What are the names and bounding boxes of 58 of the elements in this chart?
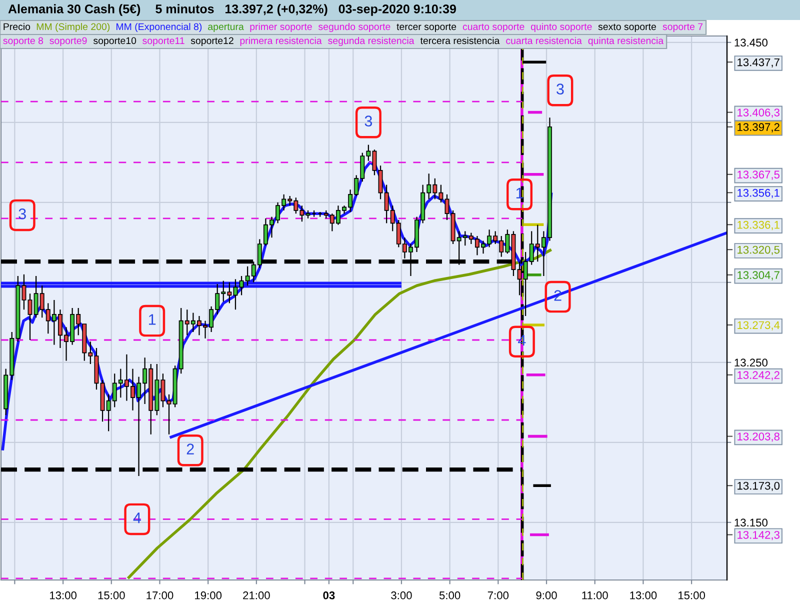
text: MM (Simple 200) <box>36 22 110 32</box>
text: Precio <box>4 22 30 30</box>
y2-tick-label: 13.304,7 <box>738 271 780 280</box>
legend-label: soporte9 <box>50 37 87 46</box>
legend-label: soporte11 <box>142 37 184 46</box>
y2-tick-label: 13.320,5 <box>738 246 780 256</box>
y2-tick-label: 13.336,1 <box>738 220 780 230</box>
legend-label: tercer soporte <box>396 24 456 32</box>
x-tick-label: 9:00 <box>536 591 557 600</box>
annotation: 3 <box>556 84 564 94</box>
x-tick-label: 5:00 <box>439 591 460 600</box>
y2-tick-label: 13.203,8 <box>738 432 780 442</box>
text: MM (Exponencial 8) <box>116 22 202 32</box>
legend-label: primer soporte <box>250 22 312 32</box>
x-tick-label: 03 <box>323 591 335 600</box>
annotation: 3 <box>18 208 26 220</box>
y2-tick-label: 13.406,3 <box>738 108 780 118</box>
x-tick-label: 13:00 <box>630 591 657 600</box>
y2-tick-label: 13.356,1 <box>738 188 780 198</box>
x-tick-label: 15:00 <box>98 591 125 600</box>
legend-label: cuarto soporte <box>462 24 524 32</box>
x-tick-label: 15:00 <box>678 591 706 600</box>
y2-tick-label: 13.173,0 <box>738 482 780 492</box>
annotation: 2 <box>554 290 562 301</box>
y2-tick-label: 13.142,3 <box>738 530 780 540</box>
annotation: 3 <box>364 116 372 126</box>
y2-tick-label: 13.367,5 <box>738 170 780 180</box>
y2-tick-label: 13.397,2 <box>738 123 780 132</box>
legend-label: soporte 8 <box>3 37 44 46</box>
legend-label: segundo soporte <box>318 22 390 32</box>
x-tick-label: 11:00 <box>582 591 608 600</box>
text: apertura <box>208 24 244 32</box>
annotation: 2 <box>186 444 194 454</box>
legend-label: soporte10 <box>93 37 136 46</box>
legend-label: quinta resistencia <box>588 36 664 46</box>
legend-label: sexto soporte <box>598 24 656 32</box>
x-tick-label: 21:00 <box>243 591 270 600</box>
legend-label: soporte 7 <box>662 23 703 32</box>
x-tick-label: 3:00 <box>391 591 412 600</box>
y-tick-label: 13.250 <box>734 358 768 367</box>
y-tick-label: 13.150 <box>734 518 768 527</box>
x-tick-label: 13:00 <box>50 591 77 600</box>
y2-tick-label: 13.273,4 <box>738 321 780 330</box>
x-tick-label: 17:00 <box>146 591 174 600</box>
legend-label: soporte12 <box>190 37 234 46</box>
annotation: 1 <box>149 314 156 325</box>
x-tick-label: 7:00 <box>488 591 509 600</box>
y2-tick-label: 13.437,7 <box>738 58 780 68</box>
y-tick-label: 13.450 <box>734 38 768 47</box>
chart-title: Alemania 30 Cash (5€) <box>8 4 140 16</box>
legend-label: quinto soporte <box>530 22 592 32</box>
legend-label: segunda resistencia <box>328 36 414 46</box>
chart-subtitle: 5 minutos 13.397,2 (+0,32%) 03-sep-2020 9:10:39 <box>156 4 456 16</box>
y2-tick-label: 13.242,2 <box>738 371 780 380</box>
legend-label: cuarta resistencia <box>506 36 582 44</box>
x-tick-label: 19:00 <box>195 591 222 600</box>
legend-label: tercera resistencia <box>420 36 500 44</box>
legend-label: primera resistencia <box>240 36 322 46</box>
